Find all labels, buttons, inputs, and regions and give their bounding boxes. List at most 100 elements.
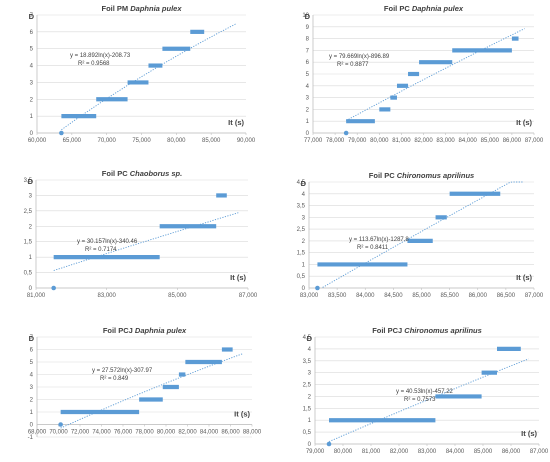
x-tick-label: 80,000 <box>334 449 353 455</box>
x-tick-label: 82,000 <box>178 430 197 436</box>
y-tick-label: 3,5 <box>303 359 312 365</box>
y-axis-label: D <box>307 334 313 343</box>
x-tick-label: 70,000 <box>49 430 68 436</box>
x-tick-label: 83,000 <box>300 293 319 299</box>
y-axis-label: D <box>29 12 35 21</box>
x-tick-label: 87,000 <box>525 138 544 144</box>
x-axis-label: It (s) <box>234 410 250 419</box>
y-tick-label: 0,5 <box>297 274 306 280</box>
x-tick-label: 83,500 <box>328 293 347 299</box>
y-axis-label: D <box>28 177 34 186</box>
y-tick-label: 3,5 <box>297 204 306 210</box>
x-tick-label: 83,000 <box>436 138 455 144</box>
y-tick-label: 6 <box>30 348 34 354</box>
y-axis-label: D <box>29 334 35 343</box>
x-tick-label: 72,000 <box>71 430 90 436</box>
chart-title: Foil PCJ Chironomus aprilinus <box>372 326 482 335</box>
r-squared: R² = 0.8411 <box>357 245 389 251</box>
y-tick-label: 2,5 <box>297 227 306 233</box>
y-tick-label: 7 <box>30 13 34 19</box>
trend-equation: y = 113.67ln(x)-1287.8 <box>349 237 409 243</box>
y-tick-label: 3 <box>302 215 306 221</box>
chart-title: Foil PC Chironomus aprilinus <box>369 171 474 180</box>
chart-svg: 0 1 2 3 4 5 6 7 60,000 65,000 70,000 75,000 80,000 85… <box>28 4 256 144</box>
x-tick-label: 82,000 <box>390 449 409 455</box>
x-tick-label: 85,000 <box>412 293 431 299</box>
x-tick-label: 88,000 <box>243 430 262 436</box>
chart-panel-2: 0 1 2 3 4 5 6 7 8 9 10 77,000 78,000 79,000 80,000 81,0… <box>275 0 550 152</box>
y-tick-label: 2 <box>308 394 312 400</box>
x-tick-label: 90,000 <box>237 138 256 144</box>
y-tick-label: 1 <box>302 262 306 268</box>
x-tick-label: 84,000 <box>459 138 478 144</box>
chart-svg: 0 0,5 1 1,5 2 2,5 3 3,5 81,000 83,000 85,000 87,000… <box>24 169 258 299</box>
y-tick-label: 0,5 <box>303 430 312 436</box>
trendline <box>60 353 243 429</box>
y-tick-label: 4,5 <box>303 335 312 341</box>
x-tick-label: 84,000 <box>356 293 375 299</box>
x-tick-label: 85,000 <box>168 293 187 299</box>
x-tick-label: 74,000 <box>92 430 111 436</box>
y-tick-label: 4 <box>30 373 34 379</box>
chart-panel-6: 0 0,5 1 1,5 2 2,5 3 3,5 4 4,5 79,000 80,000 81,000 82… <box>275 307 550 462</box>
y-tick-label: 2 <box>302 239 306 245</box>
y-tick-label: 3 <box>308 371 312 377</box>
y-tick-label: 9 <box>306 25 310 31</box>
y-tick-label: 3 <box>30 80 34 86</box>
x-tick-label: 60,000 <box>28 138 47 144</box>
x-tick-label: 75,000 <box>132 138 151 144</box>
trendline <box>53 212 239 271</box>
chart-title: Foil PCJ Daphnia pulex <box>103 326 187 335</box>
x-tick-label: 79,000 <box>306 449 325 455</box>
chart-title: Foil PC Daphnia pulex <box>384 4 464 13</box>
y-tick-label: 2 <box>306 107 310 113</box>
chart-svg: -1 0 1 2 3 4 5 6 7 68,000 70,000 72,000 74,000 76,000… <box>28 326 262 441</box>
x-tick-label: 87,000 <box>525 293 544 299</box>
y-tick-label: 3 <box>30 385 34 391</box>
y-tick-label: 0 <box>306 131 310 137</box>
y-tick-label: 0 <box>30 131 34 137</box>
y-axis-label: D <box>305 12 311 21</box>
y-tick-label: 1 <box>306 119 310 125</box>
y-tick-label: 1,5 <box>297 251 306 257</box>
x-tick-label: 80,000 <box>370 138 389 144</box>
y-tick-label: 6 <box>306 60 310 66</box>
trend-equation: y = 79.669ln(x)-896.89 <box>329 54 390 60</box>
y-tick-label: 2 <box>30 97 34 103</box>
x-tick-label: 85,500 <box>440 293 459 299</box>
x-tick-label: 78,000 <box>135 430 154 436</box>
x-axis-label: It (s) <box>228 118 244 127</box>
y-tick-label: 4,5 <box>297 180 306 186</box>
x-tick-label: 86,000 <box>503 138 522 144</box>
y-tick-label: 0 <box>302 286 306 292</box>
x-tick-label: 78,000 <box>326 138 345 144</box>
y-tick-label: 2,5 <box>24 209 33 215</box>
trendline <box>345 28 525 121</box>
y-tick-label: 3 <box>306 96 310 102</box>
trend-equation: y = 27.572ln(x)-307.97 <box>92 368 153 374</box>
x-tick-label: 82,000 <box>414 138 433 144</box>
y-tick-label: 2 <box>29 224 33 230</box>
chart-panel-4: 0 0,5 1 1,5 2 2,5 3 3,5 4 4,5 83,000 83,500 84,000 84… <box>275 152 550 307</box>
x-tick-label: 80,000 <box>157 430 176 436</box>
y-tick-label: 0 <box>308 442 312 448</box>
r-squared: R² = 0.7174 <box>85 247 117 253</box>
y-tick-label: 0 <box>30 423 34 429</box>
x-tick-label: 85,000 <box>474 449 493 455</box>
y-axis-label: D <box>301 179 307 188</box>
y-tick-label: 6 <box>30 30 34 36</box>
y-tick-label: 3,5 <box>24 178 33 184</box>
y-tick-label: 1 <box>29 255 33 261</box>
chart-svg: 0 0,5 1 1,5 2 2,5 3 3,5 4 4,5 79,000 80,000 81,000 82… <box>303 326 549 455</box>
chart-svg: 0 1 2 3 4 5 6 7 8 9 10 77,000 78,000 79,000 80,000 81,0… <box>302 4 544 144</box>
y-tick-label: 1 <box>30 114 34 120</box>
trend-equation: y = 40.53ln(x)-457.22 <box>396 389 454 395</box>
y-tick-label: 8 <box>306 37 310 43</box>
x-tick-label: 87,000 <box>530 449 549 455</box>
trend-equation: y = 18.892ln(x)-208.73 <box>70 53 131 59</box>
x-tick-label: 83,000 <box>97 293 116 299</box>
x-tick-label: 83,000 <box>418 449 437 455</box>
x-tick-label: 65,000 <box>63 138 82 144</box>
x-tick-label: 86,000 <box>221 430 240 436</box>
